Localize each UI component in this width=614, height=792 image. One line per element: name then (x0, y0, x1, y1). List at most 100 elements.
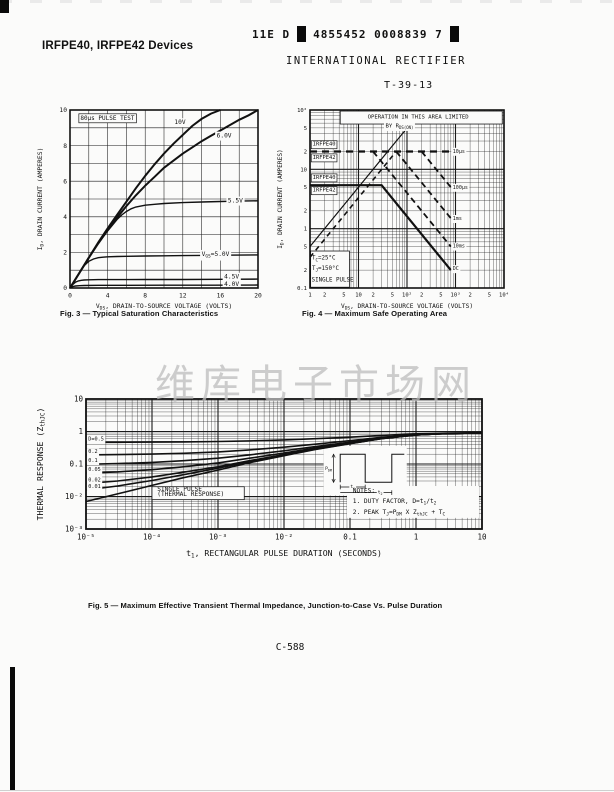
inset-label: t1 (350, 484, 355, 491)
label-bg (86, 466, 103, 475)
svg-text:8: 8 (143, 292, 147, 299)
svg-text:20: 20 (254, 292, 262, 299)
svg-text:6: 6 (63, 178, 67, 185)
stamp-block-icon (297, 26, 307, 42)
y-axis-label: ID, DRAIN CURRENT (AMPERES) (277, 149, 286, 249)
doc-number: T-39-13 (384, 80, 434, 91)
stamp-text-left: 11E D (252, 27, 291, 41)
label-box (339, 110, 503, 125)
svg-text:0: 0 (63, 285, 67, 292)
svg-text:0.1: 0.1 (343, 533, 357, 542)
scan-noise-strip (0, 0, 614, 3)
label-bg (78, 113, 137, 124)
label-bg (172, 118, 188, 128)
svg-text:10⁴: 10⁴ (499, 292, 509, 299)
chart-label: NOTES: (353, 487, 375, 494)
svg-text:10: 10 (355, 293, 362, 299)
svg-text:10⁻²: 10⁻² (65, 492, 83, 501)
svg-text:16: 16 (217, 292, 225, 299)
chart-label: BY RDS(ON) (386, 123, 414, 130)
stamp-block-icon (449, 26, 459, 42)
label-bg (222, 272, 241, 282)
chart-label: 0.1 (88, 458, 97, 464)
label-bg (86, 476, 103, 485)
svg-text:10⁻⁴: 10⁻⁴ (143, 533, 161, 542)
svg-text:1: 1 (308, 293, 311, 299)
label-box (151, 486, 245, 501)
label-bg (451, 242, 467, 251)
svg-text:4: 4 (106, 292, 110, 299)
svg-text:2: 2 (371, 293, 374, 299)
series-single-pulse (85, 432, 483, 503)
chart-label: 5.5V (228, 198, 243, 205)
scan-corner-mark (0, 0, 9, 13)
chart-label: IRFPE40 (313, 175, 336, 181)
chart-label: IRFPE42 (313, 155, 336, 161)
fig3-caption: Fig. 3 — Typical Saturation Characterist… (60, 309, 219, 318)
svg-text:1: 1 (78, 427, 83, 436)
svg-text:10: 10 (74, 395, 84, 404)
svg-text:0: 0 (68, 292, 72, 299)
svg-text:8: 8 (63, 143, 67, 150)
label-bg (310, 153, 338, 163)
svg-text:12: 12 (179, 292, 187, 299)
label-bg (86, 457, 100, 466)
chart-label: SINGLE PULSE (157, 486, 202, 493)
plot-border (309, 109, 505, 289)
label-bg (310, 140, 338, 150)
series-rds-on-limit-irfpe40 (309, 129, 407, 247)
svg-text:5: 5 (304, 185, 307, 191)
series-dc (310, 184, 452, 271)
page-number: C-588 (275, 642, 305, 653)
svg-text:2: 2 (304, 149, 307, 155)
tick-labels: 10⁻⁵ 10⁻⁴ 10⁻³ 10⁻² 0.1 1 10 10 1 0.1 10⁻² 10⁻³ (65, 395, 487, 542)
chart-label: 80μs PULSE TEST (80, 115, 135, 122)
svg-text:5: 5 (391, 293, 394, 299)
chart-label: D=0.5 (88, 436, 104, 442)
svg-text:10: 10 (477, 533, 487, 542)
chart-label: VGS=5.0V (202, 251, 230, 260)
chart-label: 1ms (453, 216, 462, 222)
chart-label: IRFPE42 (313, 188, 336, 194)
svg-text:1: 1 (304, 227, 307, 233)
svg-text:10³: 10³ (451, 292, 461, 299)
svg-text:10⁻³: 10⁻³ (209, 533, 227, 542)
brand-name: INTERNATIONAL RECTIFIER (286, 55, 466, 67)
chart-label: 0.02 (88, 477, 101, 483)
svg-text:0.1: 0.1 (297, 286, 307, 292)
stamp-text-right: 4855452 0008839 7 (313, 27, 443, 41)
chart-label: SINGLE PULSE (312, 278, 354, 284)
label-bg (451, 147, 467, 156)
y-axis-label: THERMAL RESPONSE (ZthJC) (35, 408, 47, 521)
svg-text:0.1: 0.1 (69, 460, 83, 469)
chart-label: 10μs (453, 149, 465, 155)
fig5-thermal-impedance-chart: PDM t1 t2 D=0.5 0.2 0.1 0.05 0.02 0.01 SINGLE PUL… (30, 383, 520, 578)
chart-label: IRFPE40 (313, 142, 336, 148)
label-bg (86, 448, 100, 457)
fig5-caption: Fig. 5 — Maximum Effective Transient The… (88, 601, 443, 610)
fig4-soa-chart: OPERATION IN THIS AREA LIMITED BY RDS(ON)… (272, 98, 528, 323)
tick-labels: 1 2 5 10 2 5 10² 2 5 10³ 2 5 10⁴ 10² 5 2 10 5 2 1 5 2 0.1 (297, 107, 509, 299)
x-axis-label: VDS, DRAIN-TO-SOURCE VOLTAGE (VOLTS) (341, 303, 473, 312)
chart-label: 100μs (453, 185, 468, 191)
svg-text:10²: 10² (297, 107, 307, 114)
svg-text:5: 5 (304, 244, 307, 250)
chart-label: 6.0V (217, 133, 232, 140)
chart-label: 2. PEAK TJ=PDM X ZthJC + TC (353, 509, 446, 518)
svg-text:10²: 10² (402, 292, 412, 299)
chart-label: 0.2 (88, 449, 97, 455)
chart-label: 4.5V (224, 274, 239, 281)
label-bg (215, 131, 234, 141)
label-bg (86, 482, 103, 491)
label-bg (451, 214, 464, 223)
label-bg (200, 249, 232, 261)
svg-text:10⁻²: 10⁻² (275, 533, 293, 542)
watermark-text: 维库电子市场网 (155, 362, 477, 408)
svg-text:2: 2 (420, 293, 423, 299)
series-1ms (395, 150, 452, 219)
fig5-plot: PDM t1 t2 D=0.5 0.2 0.1 0.05 0.020.01 SINGLE PUL… (35, 395, 487, 560)
tick-labels: 0 4 8 12 16 20 0 2 4 6 8 10 (59, 107, 262, 299)
inset-label: t2 (378, 490, 383, 497)
label-bg (384, 122, 415, 131)
